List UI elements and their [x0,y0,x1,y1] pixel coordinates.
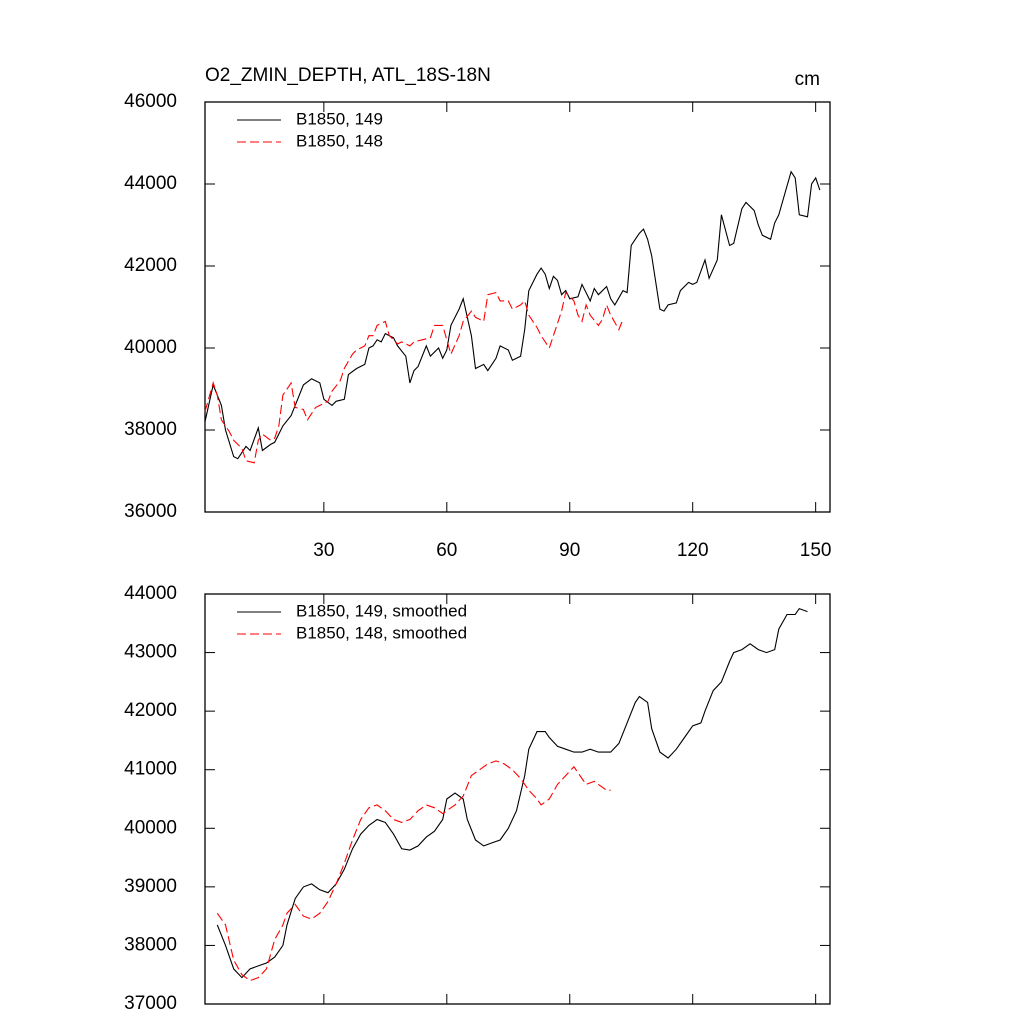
units-label: cm [795,69,820,90]
series-line [216,607,808,979]
y-tick-label: 39000 [124,876,177,897]
plot-frame [204,101,831,513]
x-tick-label: 30 [313,540,334,561]
y-tick-label: 38000 [124,419,177,440]
x-tick-label: 90 [559,540,580,561]
y-tick-label: 41000 [124,759,177,780]
y-tick-label: 43000 [124,642,177,663]
y-tick-label: 46000 [124,91,177,112]
legend-label: B1850, 148, smoothed [296,623,467,642]
series-line [204,170,821,460]
series-line [216,760,611,982]
y-tick-label: 36000 [124,501,177,522]
y-tick-label: 40000 [124,337,177,358]
y-tick-label: 37000 [124,993,177,1014]
chart-title: O2_ZMIN_DEPTH, ATL_18S-18N [205,65,491,86]
y-tick-label: 38000 [124,934,177,955]
x-tick-label: 60 [436,540,457,561]
series-line [204,291,624,464]
plot-frame [204,593,831,1005]
legend-label: B1850, 149, smoothed [296,601,467,620]
legend-label: B1850, 149 [296,109,383,128]
y-tick-label: 44000 [124,173,177,194]
y-tick-label: 44000 [124,583,177,604]
y-tick-label: 40000 [124,817,177,838]
y-tick-label: 42000 [124,700,177,721]
x-tick-label: 150 [800,540,832,561]
x-tick-label: 120 [677,540,709,561]
legend-label: B1850, 148 [296,131,383,150]
y-tick-label: 42000 [124,255,177,276]
